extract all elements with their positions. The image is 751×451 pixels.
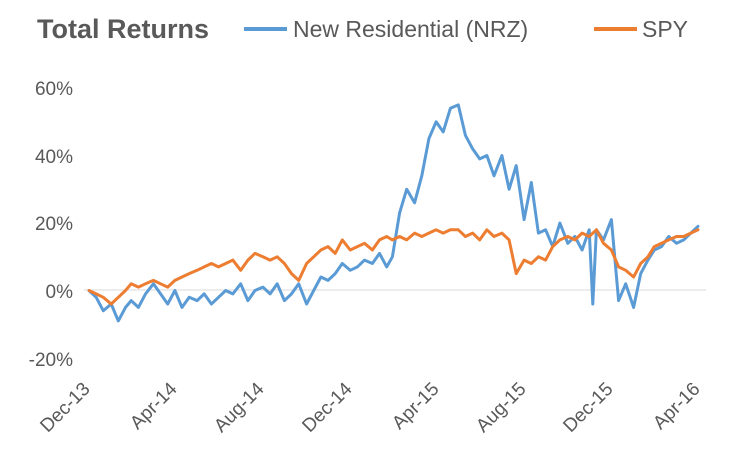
x-tick-label: Aug-14 bbox=[210, 378, 268, 436]
y-tick-label: -20% bbox=[29, 350, 73, 371]
x-axis: Dec-13 Apr-14 Aug-14 Dec-14 Apr-15 Aug-1… bbox=[36, 378, 704, 436]
x-tick-label: Apr-14 bbox=[126, 378, 181, 433]
x-tick-label: Dec-13 bbox=[36, 379, 94, 437]
y-tick-label: 60% bbox=[35, 79, 73, 100]
y-axis: 60% 40% 20% 0% -20% bbox=[29, 79, 73, 371]
x-tick-label: Aug-15 bbox=[472, 379, 530, 437]
x-tick-label: Dec-15 bbox=[559, 379, 617, 437]
legend-label-nrz: New Residential (NRZ) bbox=[293, 16, 528, 42]
series-line-nrz bbox=[87, 103, 700, 323]
x-tick-label: Apr-15 bbox=[388, 379, 443, 434]
x-tick-label: Dec-14 bbox=[298, 378, 356, 436]
y-tick-label: 40% bbox=[35, 147, 73, 168]
chart-title: Total Returns bbox=[37, 14, 209, 44]
legend: New Residential (NRZ) SPY bbox=[244, 16, 688, 42]
series-line-spy bbox=[87, 228, 700, 306]
x-tick-label: Apr-16 bbox=[649, 379, 704, 434]
y-tick-label: 0% bbox=[46, 282, 74, 303]
y-tick-label: 20% bbox=[35, 214, 73, 235]
series-layer bbox=[87, 103, 700, 323]
legend-label-spy: SPY bbox=[642, 16, 688, 42]
